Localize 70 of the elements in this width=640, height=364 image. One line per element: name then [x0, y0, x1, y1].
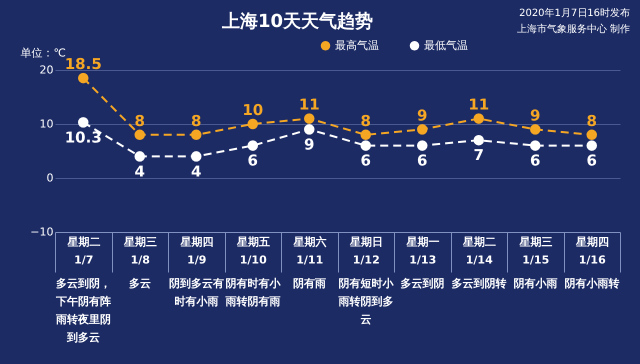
point	[360, 130, 371, 140]
data-label: 7	[474, 146, 484, 164]
data-label: 11	[468, 96, 490, 114]
x-tick-label: 星期日 1/12	[348, 236, 383, 266]
y-tick-label: −10	[30, 226, 54, 238]
x-tick-label: 星期四 1/16	[574, 236, 609, 266]
data-label: 11	[298, 96, 320, 114]
y-tick-label: 10	[40, 118, 54, 130]
text: 阴有小雨转	[564, 277, 620, 290]
text: 多云到阴转	[451, 277, 506, 290]
data-label: 4	[134, 162, 145, 180]
x-tick-label: 星期一 1/13	[405, 236, 440, 266]
text: 阴有时有小雨转阴有雨	[224, 277, 282, 308]
point	[417, 124, 428, 135]
point	[304, 113, 314, 124]
point	[586, 130, 597, 140]
data-label: 6	[586, 152, 597, 170]
x-tick-label: 星期三 1/8	[122, 236, 157, 266]
point	[78, 72, 88, 84]
data-label: 8	[586, 112, 597, 130]
y-tick-label: 20	[40, 64, 54, 76]
legend-label: 最低气温	[424, 38, 468, 52]
text: 2020年1月7日16时发布	[519, 7, 630, 19]
point	[134, 130, 145, 140]
data-label: 18.5	[64, 55, 102, 74]
y-tick-label: 0	[46, 172, 54, 184]
point	[474, 134, 484, 146]
data-label: 6	[360, 152, 371, 170]
point	[191, 151, 202, 162]
data-label: 6	[530, 152, 540, 170]
point	[78, 117, 88, 128]
x-tick-label: 星期六 1/11	[292, 236, 326, 266]
y-axis-title: 单位：℃	[20, 46, 66, 60]
text: 阴有雨	[292, 277, 326, 290]
point	[530, 124, 540, 135]
data-label: 6	[417, 152, 428, 170]
point	[248, 118, 258, 130]
x-tick-label: 星期五 1/10	[236, 236, 270, 266]
data-label: 9	[417, 106, 428, 124]
point	[134, 151, 145, 162]
x-tick-label: 星期四 1/9	[179, 236, 214, 266]
point	[360, 140, 371, 151]
data-label: 9	[530, 106, 540, 124]
text: 多云到阴	[400, 277, 444, 290]
text: 上海市气象服务中心 制作	[516, 23, 630, 35]
legend-label: 最高气温	[335, 38, 379, 52]
data-label: 10.3	[64, 128, 102, 146]
point	[474, 113, 484, 124]
data-label: 4	[191, 162, 202, 180]
point	[248, 140, 258, 151]
x-tick-label: 星期二 1/14	[462, 236, 496, 266]
data-label: 8	[360, 112, 371, 130]
point	[191, 130, 202, 140]
point	[304, 124, 314, 135]
x-tick-label: 星期三 1/15	[518, 236, 552, 266]
chart-title: 上海10天天气趋势	[220, 11, 374, 32]
data-label: 9	[304, 135, 314, 154]
text: 阴到多云有时有小雨	[168, 277, 224, 308]
data-label: 8	[134, 112, 145, 130]
text: 阴有小雨	[513, 277, 558, 290]
data-label: 10	[242, 101, 264, 119]
data-label: 8	[191, 112, 202, 130]
text: 多云	[128, 277, 151, 290]
text: 多云到阴，下午阴有阵雨转夜里阴到多云	[54, 277, 111, 344]
x-tick-label: 星期二 1/7	[66, 236, 100, 266]
text: 阴有短时小雨转阴到多云	[337, 277, 394, 326]
point	[530, 140, 540, 151]
point	[417, 140, 428, 151]
point	[586, 140, 597, 151]
data-label: 6	[248, 152, 258, 170]
